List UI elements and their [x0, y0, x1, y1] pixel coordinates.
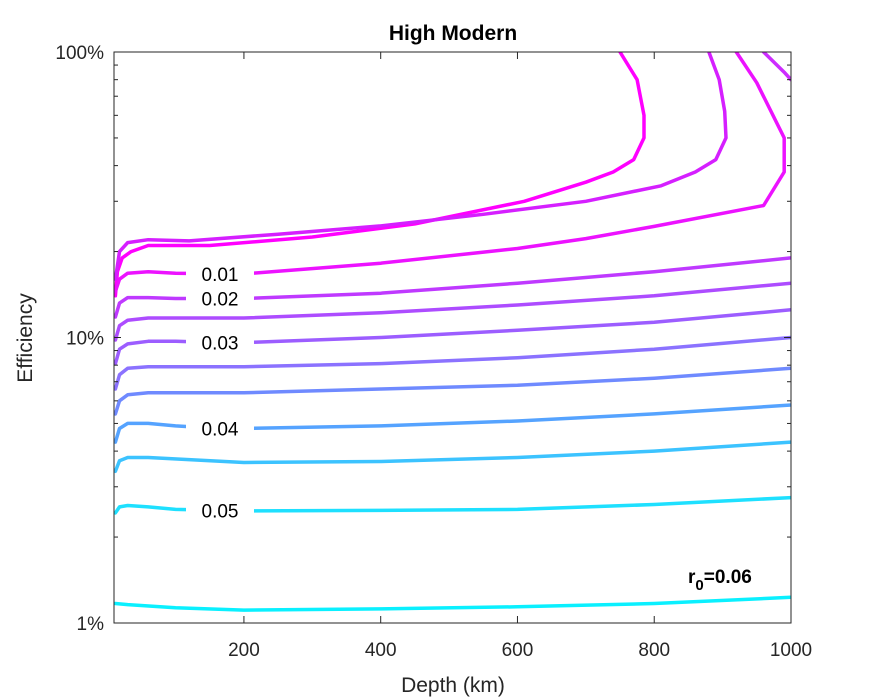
contour-label: 0.05: [202, 501, 239, 522]
contour-label: 0.02: [202, 289, 239, 310]
contour-line: [114, 52, 646, 298]
r0-annotation: r0=0.06: [688, 567, 752, 594]
contour-line: [114, 366, 791, 416]
y-tick-label: 1%: [77, 614, 105, 635]
x-tick-label: 1000: [770, 640, 812, 661]
contour-label: 0.04: [202, 420, 239, 441]
x-axis-label: Depth (km): [401, 674, 505, 697]
contour-line: [114, 595, 791, 612]
contour-line: [114, 52, 728, 281]
contour-label-background: [185, 329, 254, 356]
x-tick-label: 400: [365, 640, 397, 661]
y-tick-label: 10%: [66, 329, 104, 350]
r0-annotation-base: r: [688, 567, 696, 588]
y-axis-label: Efficiency: [14, 293, 37, 383]
contour-label: 0.03: [202, 334, 239, 355]
contour-label-background: [185, 415, 254, 442]
contour-label-background: [185, 497, 254, 524]
contour-label: 0.01: [202, 265, 239, 286]
contour-label-background: [185, 260, 254, 287]
contour-line: [114, 335, 791, 391]
contour-line: [114, 52, 786, 294]
contour-labels: 0.01 0.02 0.03 0.04 0.05: [185, 260, 254, 524]
contour-line: [114, 440, 791, 474]
r0-annotation-subscript: 0: [695, 577, 703, 594]
x-tick-label: 600: [502, 640, 534, 661]
contour-label-background: [185, 285, 254, 312]
chart-title: High Modern: [389, 22, 517, 45]
y-tick-label: 100%: [55, 43, 104, 64]
contour-line: [761, 52, 791, 82]
x-tick-label: 200: [228, 640, 260, 661]
r0-annotation-value: =0.06: [704, 567, 752, 588]
contour-line: [114, 281, 791, 342]
x-tick-label: 800: [638, 640, 670, 661]
axis-ticks: 200 400 600 800 1000 1% 10% 100%: [55, 43, 812, 661]
